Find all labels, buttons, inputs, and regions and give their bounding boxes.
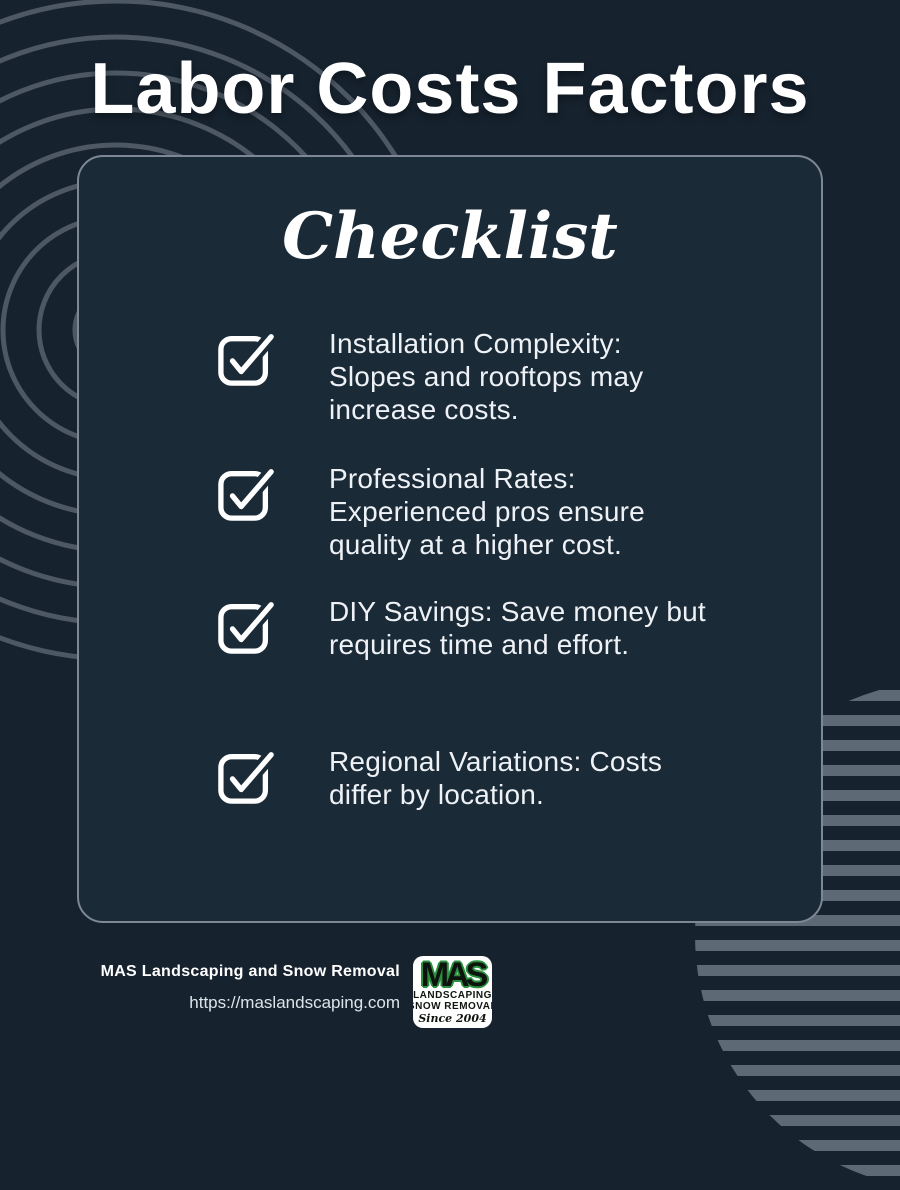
checklist-card: Checklist Installation Complexity: Slope… (77, 155, 823, 923)
checked-checkbox-icon (218, 747, 277, 804)
checklist-item-text: DIY Savings: Save money but requires tim… (329, 596, 706, 660)
footer-website-link[interactable]: https://maslandscaping.com (189, 993, 400, 1012)
checked-checkbox-icon (218, 464, 277, 521)
checked-checkbox-icon (218, 329, 277, 386)
logo-since-text: Since 2004 (418, 1011, 487, 1025)
logo-landscaping-text: LANDSCAPING (413, 989, 492, 1001)
checklist-item-text: Professional Rates: Experienced pros ens… (329, 463, 645, 560)
checklist-item-text: Installation Complexity: Slopes and roof… (329, 328, 644, 425)
card-heading: Checklist (282, 199, 618, 274)
checked-checkbox-icon (218, 597, 277, 654)
logo-snow-removal-text: SNOW REMOVAL (413, 1000, 492, 1012)
checklist-item-text: Regional Variations: Costs differ by loc… (329, 746, 663, 810)
page-title: Labor Costs Factors (90, 49, 810, 129)
footer-company-name: MAS Landscaping and Snow Removal (100, 963, 400, 980)
logo-mas-text: MAS (420, 956, 489, 994)
mas-logo-badge: MAS LANDSCAPING SNOW REMOVAL Since 2004 (413, 956, 492, 1028)
